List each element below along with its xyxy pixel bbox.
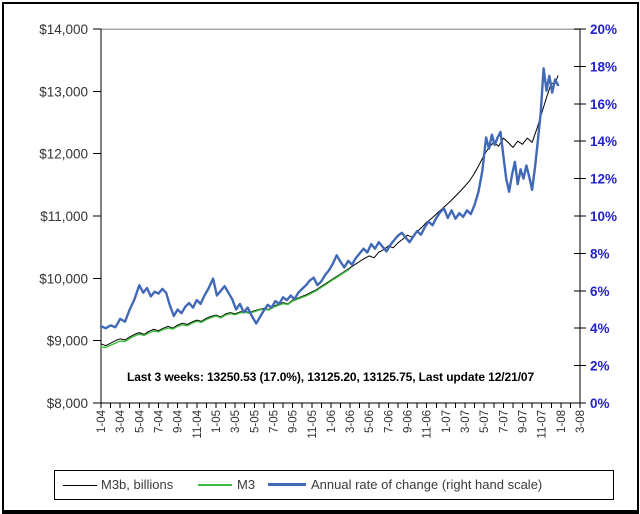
legend-line-m3 — [198, 484, 232, 486]
x-axis-tick-label: 1-04 — [96, 409, 108, 433]
x-axis-tick-label: 9-05 — [288, 410, 300, 433]
x-axis-tick-label: 5-06 — [364, 410, 376, 433]
x-axis-tick-label: 5-05 — [249, 410, 261, 433]
x-axis-tick-label: 11-04 — [192, 409, 204, 438]
right-axis-tick-label: 14% — [590, 134, 617, 149]
x-axis-tick-label: 3-05 — [230, 410, 242, 433]
right-axis-tick-label: 10% — [590, 209, 617, 224]
x-axis-tick-label: 1-06 — [326, 410, 338, 433]
x-axis-tick-label: 9-04 — [173, 409, 185, 433]
right-axis-tick-label: 12% — [590, 172, 617, 187]
right-axis-tick-label: 18% — [590, 59, 617, 74]
x-axis-tick-label: 3-08 — [575, 410, 587, 433]
x-axis-tick-label: 7-05 — [268, 410, 280, 433]
x-axis-tick-label: 5-07 — [479, 410, 491, 433]
x-axis-tick-label: 9-07 — [518, 410, 530, 433]
left-axis-tick-label: $14,000 — [39, 22, 88, 37]
right-axis-tick-label: 2% — [590, 359, 610, 374]
x-axis-tick-label: 7-04 — [153, 409, 165, 433]
x-axis-tick-label: 7-07 — [498, 410, 510, 433]
legend-label-m3b: M3b, billions — [101, 477, 174, 492]
legend-label-rate: Annual rate of change (right hand scale) — [311, 477, 543, 492]
left-axis-tick-label: $11,000 — [40, 209, 88, 224]
left-axis-tick-label: $13,000 — [39, 84, 88, 99]
right-axis-tick-label: 20% — [590, 22, 617, 37]
x-axis-tick-label: 3-06 — [345, 410, 357, 433]
right-axis-tick-label: 8% — [590, 246, 610, 261]
legend-label-m3: M3 — [237, 477, 256, 492]
x-axis-tick-label: 3-04 — [115, 409, 127, 433]
legend-line-rate — [268, 483, 306, 486]
right-axis-tick-label: 16% — [590, 97, 617, 112]
x-axis-tick-label: 1-08 — [556, 410, 568, 433]
x-axis-tick-label: 9-06 — [403, 410, 415, 433]
legend: M3b, billions M3 Annual rate of change (… — [54, 470, 614, 500]
last-weeks-annotation: Last 3 weeks: 13250.53 (17.0%), 13125.20… — [127, 370, 535, 384]
left-axis-tick-label: $8,000 — [47, 396, 88, 411]
right-axis-tick-label: 6% — [590, 284, 610, 299]
right-axis-tick-label: 0% — [590, 396, 610, 411]
x-axis-tick-label: 1-07 — [441, 410, 453, 433]
x-axis-tick-label: 11-05 — [307, 410, 319, 439]
left-axis-tick-label: $10,000 — [39, 271, 88, 286]
x-axis-tick-label: 11-07 — [537, 410, 549, 439]
x-axis-tick-label: 7-06 — [383, 410, 395, 433]
left-axis-tick-label: $9,000 — [47, 334, 88, 349]
series-line-m3 — [100, 268, 351, 349]
right-axis-tick-label: 4% — [590, 321, 610, 336]
legend-line-m3b — [63, 485, 97, 486]
x-axis-tick-label: 5-04 — [134, 409, 146, 433]
x-axis-tick-label: 1-05 — [211, 410, 223, 433]
left-axis-tick-label: $12,000 — [39, 147, 88, 162]
x-axis-tick-label: 11-06 — [422, 410, 434, 439]
x-axis-tick-label: 3-07 — [460, 410, 472, 433]
series-line-rate — [99, 67, 560, 330]
